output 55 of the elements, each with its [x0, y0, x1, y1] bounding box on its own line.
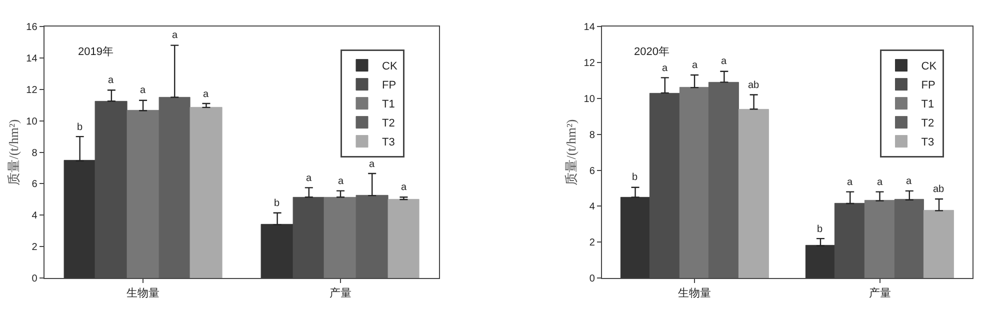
y-tick-label: 14 — [26, 53, 38, 64]
annotation: b — [77, 122, 83, 133]
y-tick-label: 10 — [26, 116, 38, 128]
annotation: b — [274, 198, 280, 209]
y-tick-label: 6 — [589, 166, 596, 177]
legend-label: FP — [382, 80, 396, 92]
y-tick-label: 8 — [32, 148, 38, 159]
x-tick-label: 产量 — [330, 286, 352, 300]
legend-label: CK — [921, 60, 938, 73]
y-tick-label: 0 — [589, 274, 596, 285]
annotation: a — [906, 176, 912, 187]
legend-label: T1 — [921, 98, 934, 111]
legend-label: T3 — [382, 136, 395, 149]
annotation: a — [662, 63, 668, 74]
annotation: b — [632, 172, 638, 183]
annotation: ab — [933, 184, 945, 195]
annotation: a — [203, 89, 209, 100]
y-tick-label: 4 — [589, 202, 596, 213]
y-tick-label: 12 — [584, 58, 596, 69]
y-axis-title: 质量/(t/hm²) — [564, 119, 579, 186]
annotation: 2020年 — [634, 46, 670, 58]
y-tick-label: 2 — [589, 238, 596, 249]
annotation: a — [172, 30, 178, 41]
annotation: a — [108, 75, 114, 86]
annotation: b — [817, 224, 823, 235]
legend-label: CK — [382, 60, 398, 73]
annotation: 2019年 — [78, 46, 114, 58]
y-tick-label: 2 — [32, 242, 38, 254]
annotation: a — [306, 173, 312, 184]
y-tick-label: 8 — [589, 130, 596, 141]
x-tick-label: 生物量 — [126, 286, 160, 300]
annotation: a — [338, 176, 344, 187]
annotation: a — [140, 85, 146, 96]
legend-label: T2 — [921, 118, 934, 130]
legend-label: T2 — [382, 118, 395, 130]
y-tick-label: 14 — [584, 22, 596, 33]
y-tick-label: 12 — [26, 84, 38, 96]
annotation: a — [369, 159, 375, 170]
y-tick-label: 0 — [32, 274, 38, 285]
y-tick-label: 4 — [32, 210, 38, 222]
annotation: a — [877, 177, 883, 188]
annotation: a — [721, 56, 727, 67]
annotation: a — [847, 177, 853, 188]
legend-label: T1 — [382, 98, 395, 111]
legend-label: FP — [921, 80, 936, 92]
y-tick-label: 6 — [32, 179, 38, 190]
annotation: a — [692, 60, 698, 71]
x-tick-label: 产量 — [868, 286, 891, 300]
y-tick-label: 10 — [584, 94, 596, 105]
x-tick-label: 生物量 — [678, 286, 712, 300]
annotation: ab — [748, 80, 760, 91]
y-tick-label: 16 — [26, 22, 38, 33]
legend-label: T3 — [921, 136, 934, 149]
y-axis-title: 质量/(t/hm²) — [6, 119, 22, 186]
annotation: a — [401, 182, 407, 193]
